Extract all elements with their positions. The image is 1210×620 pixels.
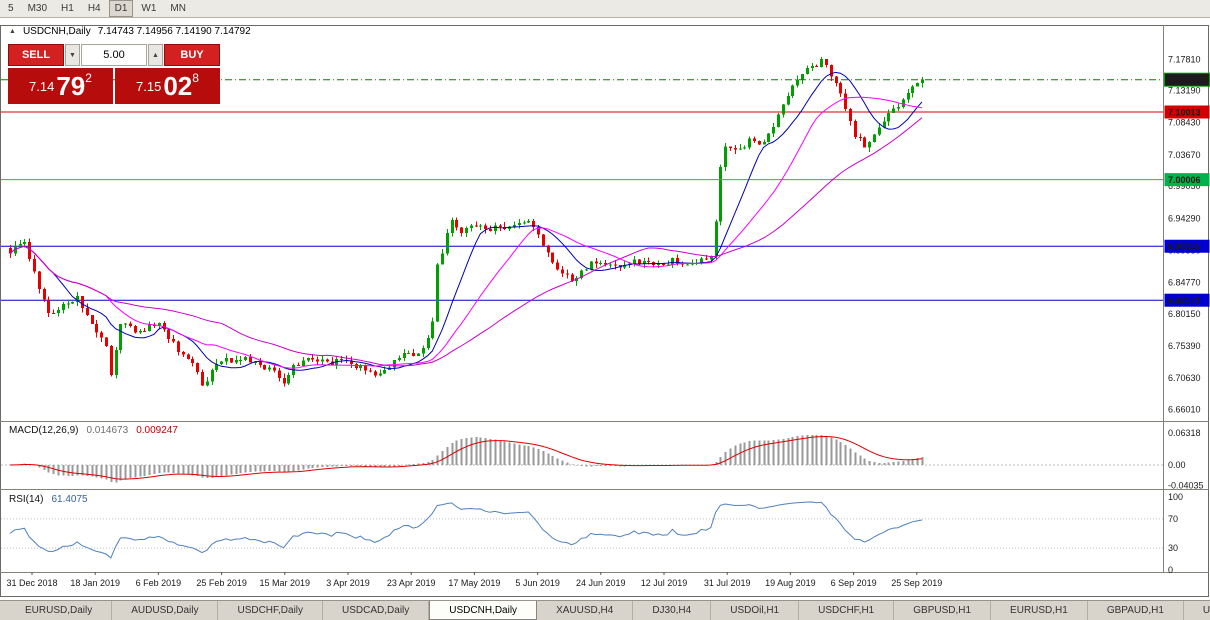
date-axis-label: 19 Aug 2019 <box>765 578 816 588</box>
buy-quote-panel[interactable]: 7.15 02 8 <box>115 68 220 104</box>
macd-signal-line <box>9 435 923 480</box>
price-badge-text: 7.14792 <box>1168 75 1201 85</box>
date-axis-label: 23 Apr 2019 <box>387 578 436 588</box>
price-axis-tick: 7.17810 <box>1168 54 1201 64</box>
chart-tab-dj30-h4[interactable]: DJ30,H4 <box>633 601 712 620</box>
buy-price-prefix: 7.15 <box>136 78 162 94</box>
price-axis-tick: 7.13190 <box>1168 86 1201 96</box>
chart-ohlc-values: 7.14743 7.14956 7.14190 7.14792 <box>97 26 251 37</box>
timeframe-toolbar: 5 M30 H1 H4 D1 W1 MN <box>0 0 1210 18</box>
price-badge-level-6-90155 <box>1164 239 1210 253</box>
timeframe-button-mn[interactable]: MN <box>170 3 186 14</box>
rsi-indicator-label: RSI(14) 61.4075 <box>9 494 88 505</box>
date-axis-label: 31 Dec 2018 <box>6 578 57 588</box>
price-badge-text: 6.82172 <box>1168 296 1201 306</box>
buy-price-pip: 8 <box>192 71 199 85</box>
chart-tab-eurusd-daily[interactable]: EURUSD,Daily <box>6 601 113 620</box>
price-badge-text: 7.10013 <box>1168 108 1201 118</box>
lot-size-input[interactable] <box>81 44 147 66</box>
price-axis-tick: 6.75390 <box>1168 341 1201 351</box>
price-badge-level-6-82172 <box>1164 293 1210 307</box>
date-axis-label: 5 Jun 2019 <box>515 578 560 588</box>
rsi-axis-label: 100 <box>1168 492 1183 502</box>
price-axis-tick: 6.66010 <box>1168 404 1201 414</box>
timeframe-button-m30[interactable]: M30 <box>27 3 48 14</box>
horizontal-level-lines <box>1 111 1163 301</box>
chart-tab-usdchf-h1[interactable]: USDCHF,H1 <box>799 601 895 620</box>
price-badge-text: 6.90155 <box>1168 242 1201 252</box>
rsi-label-text: RSI(14) <box>9 494 44 505</box>
macd-indicator-label: MACD(12,26,9) 0.014673 0.009247 <box>9 425 178 436</box>
candles <box>9 56 924 387</box>
price-axis-tick: 6.70630 <box>1168 373 1201 383</box>
moving-average-45-line <box>9 117 923 367</box>
rsi-line <box>9 501 923 559</box>
chart-region: 7.178107.131907.084307.036706.990506.942… <box>0 18 1210 600</box>
timeframe-button-5[interactable]: 5 <box>8 3 14 14</box>
macd-label-text: MACD(12,26,9) <box>9 425 79 436</box>
price-axis-tick: 6.94290 <box>1168 213 1201 223</box>
moving-average-21-line <box>9 96 923 369</box>
date-axis-label: 17 May 2019 <box>448 578 500 588</box>
timeframe-button-h1[interactable]: H1 <box>61 3 74 14</box>
sell-price-prefix: 7.14 <box>29 78 55 94</box>
macd-signal-value: 0.009247 <box>136 425 178 436</box>
chart-tab-eurusd-h1[interactable]: EURUSD,H1 <box>991 601 1088 620</box>
moving-average-10-line <box>9 71 923 371</box>
chart-tab-usdjp[interactable]: USDJP <box>1184 601 1210 620</box>
sell-quote-panel[interactable]: 7.14 79 2 <box>8 68 113 104</box>
macd-main-value: 0.014673 <box>86 425 129 436</box>
date-axis-label: 25 Sep 2019 <box>891 578 942 588</box>
lot-decrease-button[interactable]: ▼ <box>65 44 80 66</box>
chart-tab-usdcad-daily[interactable]: USDCAD,Daily <box>323 601 430 620</box>
macd-axis-label: 0.00 <box>1168 460 1186 470</box>
macd-axis-label: 0.06318 <box>1168 428 1201 438</box>
timeframe-button-w1[interactable]: W1 <box>141 3 157 14</box>
date-axis-label: 12 Jul 2019 <box>641 578 688 588</box>
date-axis-label: 6 Sep 2019 <box>831 578 877 588</box>
buy-button[interactable]: BUY <box>164 44 220 66</box>
sell-price-pip: 2 <box>85 71 92 85</box>
date-axis-label: 15 Mar 2019 <box>260 578 311 588</box>
date-axis-label: 6 Feb 2019 <box>136 578 182 588</box>
price-chart-canvas[interactable]: 7.178107.131907.084307.036706.990506.942… <box>0 18 1210 600</box>
price-axis-tick: 7.08430 <box>1168 118 1201 128</box>
sell-price-big: 79 <box>56 71 86 101</box>
macd-axis-label: -0.04035 <box>1168 480 1204 490</box>
price-badge-level-7-10013 <box>1164 105 1210 119</box>
chart-tab-usdchf-daily[interactable]: USDCHF,Daily <box>218 601 324 620</box>
one-click-trading-panel: SELL ▼ ▲ BUY 7.14 79 2 7.15 02 8 <box>8 44 220 104</box>
chart-shift-icon: ▲ <box>9 28 16 35</box>
chart-symbol-label: USDCNH,Daily <box>22 26 91 37</box>
chart-tab-gbpaud-h1[interactable]: GBPAUD,H1 <box>1088 601 1184 620</box>
price-axis-tick: 6.84770 <box>1168 278 1201 288</box>
date-axis-label: 3 Apr 2019 <box>326 578 370 588</box>
price-badge-text: 7.00006 <box>1168 175 1201 185</box>
rsi-value: 61.4075 <box>51 494 88 505</box>
rsi-axis-label: 30 <box>1168 543 1178 553</box>
sell-button[interactable]: SELL <box>8 44 64 66</box>
date-axis-label: 24 Jun 2019 <box>576 578 626 588</box>
chart-tab-gbpusd-h1[interactable]: GBPUSD,H1 <box>894 601 992 620</box>
chart-title: ▲ USDCNH,Daily 7.14743 7.14956 7.14190 7… <box>9 26 251 37</box>
chart-tab-audusd-daily[interactable]: AUDUSD,Daily <box>112 601 219 620</box>
chart-tab-bar: EURUSD,Daily AUDUSD,Daily USDCHF,Daily USDC… <box>0 600 1210 620</box>
buy-price-big: 02 <box>163 71 193 101</box>
price-axis-tick: 6.80150 <box>1168 309 1201 319</box>
chart-tab-xauusd-h4[interactable]: XAUUSD,H4 <box>537 601 634 620</box>
timeframe-button-d1[interactable]: D1 <box>108 0 134 17</box>
timeframe-button-h4[interactable]: H4 <box>87 3 101 14</box>
rsi-axis-label: 70 <box>1168 514 1178 524</box>
price-axis-tick: 7.03670 <box>1168 150 1201 160</box>
date-axis-label: 31 Jul 2019 <box>704 578 751 588</box>
price-badge-level-7-00006 <box>1164 173 1210 187</box>
date-axis-label: 25 Feb 2019 <box>196 578 247 588</box>
chart-frame <box>0 25 1209 597</box>
lot-increase-button[interactable]: ▲ <box>148 44 163 66</box>
chart-tab-usdcnh-daily[interactable]: USDCNH,Daily <box>429 601 538 620</box>
rsi-axis-label: 0 <box>1168 565 1173 575</box>
chart-tab-usdoil-h1[interactable]: USDOil,H1 <box>711 601 800 620</box>
date-axis-label: 18 Jan 2019 <box>70 578 120 588</box>
